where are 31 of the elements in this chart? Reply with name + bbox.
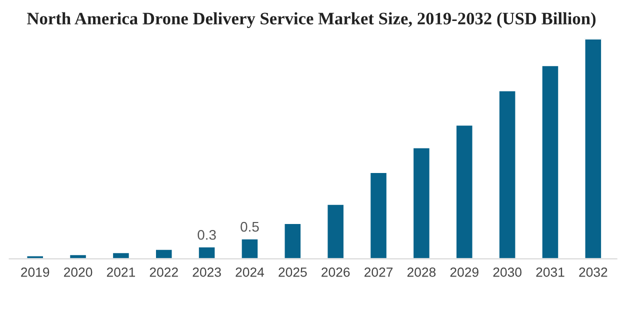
data-label: 0.3: [198, 230, 216, 240]
chart-title: North America Drone Delivery Service Market Size, 2019-2032 (USD Billion): [27, 12, 596, 28]
bar: [68, 254, 88, 259]
bar: [112, 252, 130, 259]
bar: [498, 90, 517, 259]
bar: [369, 172, 388, 259]
x-tick-label: 2024: [236, 268, 264, 277]
x-tick-label: 2032: [579, 268, 608, 277]
x-tick-label: 2030: [493, 268, 522, 277]
x-tick-label: 2031: [536, 268, 564, 277]
bar: [455, 124, 474, 259]
x-tick-label: 2019: [21, 268, 50, 277]
bar: [26, 254, 44, 259]
bar: [584, 38, 602, 259]
bar: [283, 222, 302, 259]
x-tick-label: 2022: [150, 268, 178, 277]
bar: [240, 238, 260, 259]
x-tick-label: 2023: [192, 268, 221, 277]
bar: [326, 204, 345, 259]
bar: [540, 64, 560, 259]
x-tick-label: 2021: [106, 268, 135, 277]
data-label: 0.5: [240, 222, 259, 232]
x-tick-label: 2020: [64, 268, 92, 277]
x-tick-label: 2026: [322, 268, 350, 277]
bar: [154, 248, 174, 259]
x-tick-label: 2029: [450, 268, 478, 277]
bar: [412, 146, 431, 259]
x-tick-label: 2025: [278, 268, 307, 277]
x-tick-label: 2028: [407, 268, 436, 277]
x-tick-label: 2027: [364, 268, 393, 277]
bar: [198, 246, 216, 259]
